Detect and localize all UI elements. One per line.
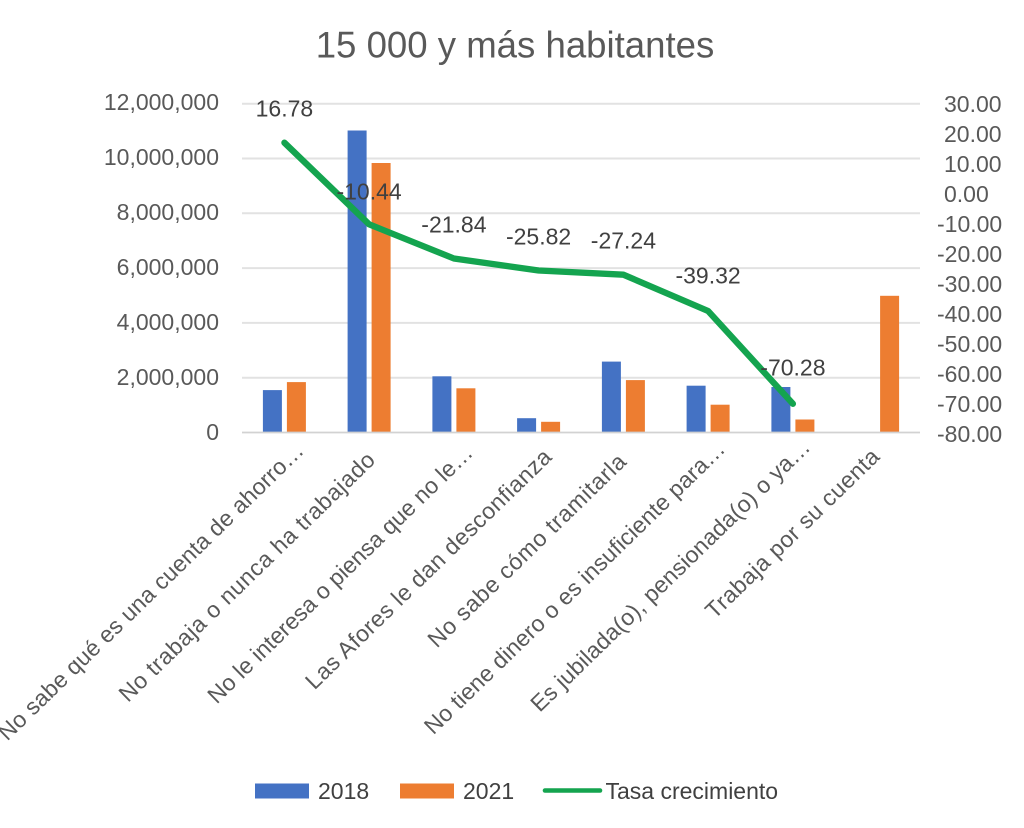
svg-text:-60.00: -60.00 xyxy=(937,361,1002,387)
svg-text:20.00: 20.00 xyxy=(944,121,1002,147)
svg-text:-70.00: -70.00 xyxy=(937,391,1002,417)
svg-text:-10.00: -10.00 xyxy=(937,211,1002,237)
svg-text:6,000,000: 6,000,000 xyxy=(117,254,219,280)
svg-text:10.00: 10.00 xyxy=(944,151,1002,177)
svg-text:-21.84: -21.84 xyxy=(421,212,486,238)
svg-text:-27.24: -27.24 xyxy=(591,228,656,254)
svg-text:-10.44: -10.44 xyxy=(336,179,401,205)
svg-text:Tasa crecimiento: Tasa crecimiento xyxy=(606,778,779,804)
svg-text:16.78: 16.78 xyxy=(256,96,314,122)
svg-text:-30.00: -30.00 xyxy=(937,271,1002,297)
svg-text:4,000,000: 4,000,000 xyxy=(117,309,219,335)
svg-text:2018: 2018 xyxy=(318,778,369,804)
svg-text:-39.32: -39.32 xyxy=(675,263,740,289)
svg-text:15 000 y más habitantes: 15 000 y más habitantes xyxy=(316,25,715,66)
svg-text:-50.00: -50.00 xyxy=(937,331,1002,357)
svg-text:-80.00: -80.00 xyxy=(937,421,1002,447)
svg-text:-25.82: -25.82 xyxy=(506,224,571,250)
svg-text:0.00: 0.00 xyxy=(944,181,989,207)
svg-text:8,000,000: 8,000,000 xyxy=(117,199,219,225)
svg-text:2021: 2021 xyxy=(463,778,514,804)
svg-text:10,000,000: 10,000,000 xyxy=(104,144,219,170)
svg-text:0: 0 xyxy=(206,419,219,445)
svg-text:-70.28: -70.28 xyxy=(760,355,825,381)
svg-text:2,000,000: 2,000,000 xyxy=(117,364,219,390)
svg-text:30.00: 30.00 xyxy=(944,91,1002,117)
svg-text:12,000,000: 12,000,000 xyxy=(104,89,219,115)
svg-text:-20.00: -20.00 xyxy=(937,241,1002,267)
svg-text:-40.00: -40.00 xyxy=(937,301,1002,327)
